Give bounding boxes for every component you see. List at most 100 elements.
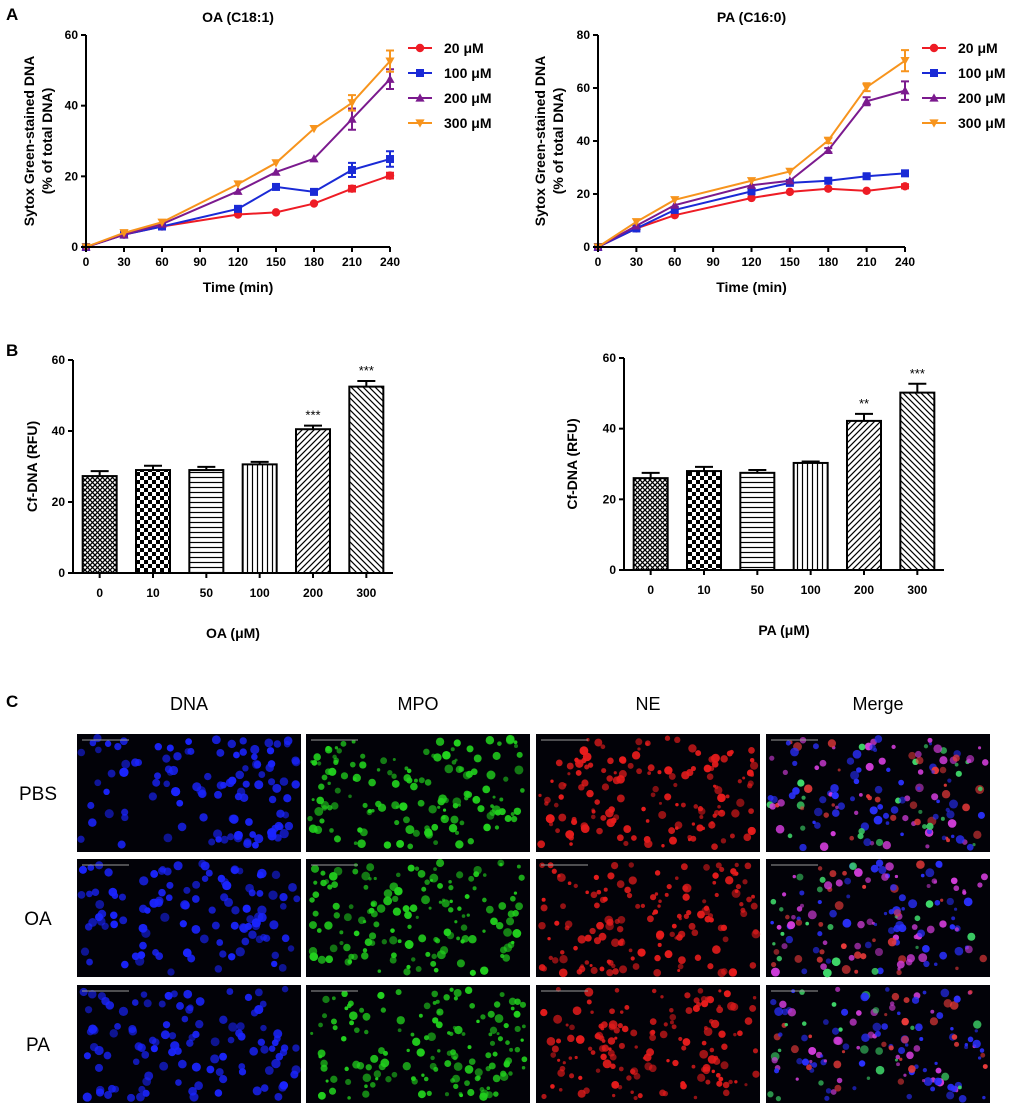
cell-spot: [228, 814, 237, 823]
cell-spot: [334, 746, 339, 750]
cell-spot: [593, 874, 599, 880]
cell-spot: [500, 953, 505, 959]
data-point: [900, 182, 910, 191]
cell-spot: [817, 899, 822, 905]
cell-spot: [817, 866, 823, 871]
cell-spot: [742, 776, 746, 780]
cell-spot: [559, 955, 568, 964]
cell-spot: [541, 965, 547, 972]
cell-spot: [567, 881, 572, 886]
cell-spot: [967, 932, 976, 941]
cell-spot: [711, 1069, 716, 1074]
cell-spot: [340, 1035, 347, 1042]
cell-spot: [87, 989, 97, 999]
cell-spot: [822, 1019, 829, 1025]
cell-spot: [421, 895, 430, 905]
cell-spot: [227, 1036, 235, 1044]
cell-spot: [708, 1019, 714, 1024]
data-point: [386, 155, 394, 164]
x-tick-label: 120: [228, 255, 248, 269]
cell-spot: [333, 835, 342, 843]
legend-label: 200 μM: [444, 90, 491, 106]
cell-spot: [749, 1004, 757, 1012]
cell-spot: [686, 768, 694, 777]
cell-spot: [565, 1023, 569, 1027]
cell-spot: [359, 761, 367, 769]
cell-spot: [154, 772, 162, 780]
cell-spot: [673, 782, 678, 788]
cell-spot: [931, 793, 939, 801]
cell-spot: [417, 869, 426, 878]
cell-spot: [918, 953, 928, 963]
cell-spot: [795, 919, 803, 926]
cell-spot: [600, 814, 607, 821]
cell-spot: [328, 871, 338, 881]
cell-spot: [394, 887, 403, 896]
cell-spot: [320, 870, 326, 876]
cell-spot: [853, 868, 863, 877]
cell-spot: [104, 868, 113, 877]
cell-spot: [188, 1086, 197, 1096]
cell-spot: [198, 859, 207, 868]
cell-spot: [822, 940, 828, 946]
cell-spot: [194, 1081, 203, 1090]
cell-spot: [160, 1030, 170, 1040]
cell-spot: [908, 899, 918, 909]
cell-spot: [82, 1092, 92, 1102]
cell-spot: [344, 958, 352, 966]
cell-spot: [469, 969, 476, 976]
cell-spot: [749, 757, 755, 763]
cell-spot: [594, 738, 603, 747]
cell-spot: [841, 1050, 846, 1054]
cell-spot: [437, 1049, 441, 1053]
cell-spot: [94, 779, 102, 787]
cell-spot: [931, 878, 938, 884]
cell-spot: [748, 747, 755, 754]
cell-spot: [856, 767, 862, 773]
cell-spot: [357, 839, 366, 848]
cell-spot: [888, 1045, 894, 1051]
cell-spot: [268, 795, 277, 804]
cell-spot: [612, 968, 619, 975]
cell-spot: [521, 1056, 528, 1063]
bar: [899, 391, 936, 572]
cell-spot: [841, 1008, 849, 1016]
cell-spot: [770, 967, 780, 977]
cell-spot: [518, 874, 525, 881]
cell-spot: [774, 1007, 784, 1016]
cell-spot: [317, 1049, 326, 1058]
cell-spot: [900, 832, 904, 837]
cell-spot: [467, 1088, 475, 1097]
cell-spot: [896, 960, 905, 969]
cell-spot: [245, 818, 253, 826]
cell-spot: [107, 769, 116, 778]
cell-spot: [816, 886, 823, 893]
cell-spot: [397, 1028, 402, 1033]
cell-spot: [964, 1045, 969, 1050]
cell-spot: [376, 768, 381, 772]
legend-marker: [929, 43, 939, 53]
cell-spot: [785, 914, 790, 920]
cell-spot: [963, 897, 973, 907]
cell-spot: [936, 799, 940, 804]
cell-spot: [464, 1080, 470, 1086]
cell-spot: [903, 1073, 907, 1077]
cell-spot: [498, 808, 506, 816]
cell-spot: [823, 812, 829, 818]
cell-spot: [732, 968, 737, 973]
cell-spot: [497, 1036, 504, 1042]
cell-spot: [377, 991, 385, 1000]
cell-spot: [360, 753, 366, 759]
cell-spot: [170, 990, 178, 998]
cell-spot: [824, 1095, 830, 1101]
cell-spot: [885, 987, 890, 992]
cell-spot: [614, 988, 620, 993]
cell-spot: [143, 999, 152, 1008]
cell-spot: [389, 956, 397, 964]
legend-marker: [415, 93, 425, 102]
cell-spot: [472, 886, 477, 891]
cell-spot: [555, 828, 560, 834]
cell-spot: [751, 894, 755, 899]
